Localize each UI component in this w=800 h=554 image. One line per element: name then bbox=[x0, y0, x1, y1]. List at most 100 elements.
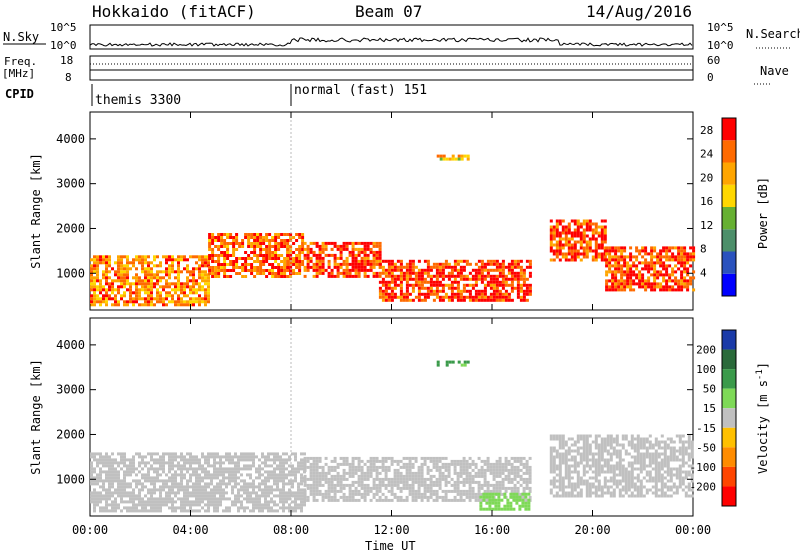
heatmap-cell bbox=[594, 494, 598, 498]
heatmap-cell bbox=[495, 265, 499, 269]
heatmap-cell bbox=[579, 437, 583, 441]
heatmap-cell bbox=[333, 262, 337, 266]
heatmap-cell bbox=[451, 360, 455, 364]
heatmap-cell bbox=[99, 506, 102, 510]
heatmap-cell bbox=[614, 270, 618, 274]
heatmap-cell bbox=[186, 494, 189, 498]
heatmap-cell bbox=[372, 480, 376, 484]
heatmap-cell bbox=[198, 464, 201, 468]
heatmap-cell bbox=[642, 476, 646, 480]
heatmap-cell bbox=[162, 467, 165, 471]
heatmap-cell bbox=[510, 280, 514, 284]
heatmap-cell bbox=[220, 263, 224, 266]
heatmap-cell bbox=[339, 483, 343, 487]
heatmap-cell bbox=[579, 494, 583, 498]
heatmap-cell bbox=[120, 267, 123, 271]
heatmap-cell bbox=[564, 258, 568, 262]
heatmap-cell bbox=[614, 279, 618, 283]
heatmap-cell bbox=[162, 470, 165, 474]
heatmap-cell bbox=[642, 437, 646, 441]
heatmap-cell bbox=[111, 461, 114, 465]
heatmap-cell bbox=[252, 497, 255, 501]
heatmap-cell bbox=[105, 267, 108, 271]
heatmap-cell bbox=[285, 497, 288, 501]
heatmap-cell bbox=[253, 236, 257, 239]
heatmap-cell bbox=[309, 462, 313, 466]
heatmap-cell bbox=[672, 455, 676, 459]
heatmap-cell bbox=[210, 455, 213, 459]
heatmap-cell bbox=[552, 434, 556, 438]
heatmap-cell bbox=[624, 470, 628, 474]
heatmap-cell bbox=[336, 274, 340, 278]
heatmap-cell bbox=[327, 471, 331, 475]
heatmap-cell bbox=[114, 273, 117, 277]
time-x-axis: 00:00 04:00 08:00 12:00 16:00 20:00 00:00 bbox=[72, 112, 711, 537]
heatmap-cell bbox=[378, 465, 382, 469]
heatmap-cell bbox=[198, 273, 201, 277]
heatmap-cell bbox=[414, 456, 418, 460]
heatmap-cell bbox=[396, 295, 400, 299]
heatmap-cell bbox=[288, 488, 291, 492]
heatmap-cell bbox=[561, 243, 565, 247]
heatmap-cell bbox=[348, 465, 352, 469]
heatmap-cell bbox=[600, 458, 604, 462]
heatmap-cell bbox=[375, 256, 379, 260]
heatmap-cell bbox=[162, 458, 165, 462]
heatmap-cell bbox=[279, 461, 282, 465]
heatmap-cell bbox=[192, 467, 195, 471]
heatmap-cell bbox=[265, 239, 269, 242]
heatmap-cell bbox=[459, 468, 463, 472]
heatmap-cell bbox=[411, 471, 415, 475]
heatmap-cell bbox=[488, 498, 492, 502]
heatmap-cell bbox=[198, 297, 201, 301]
heatmap-cell bbox=[552, 231, 556, 235]
heatmap-cell bbox=[423, 277, 427, 281]
heatmap-cell bbox=[306, 268, 310, 272]
heatmap-cell bbox=[171, 288, 174, 292]
heatmap-cell bbox=[474, 465, 478, 469]
heatmap-cell bbox=[483, 480, 487, 484]
heatmap-cell bbox=[93, 303, 96, 307]
heatmap-cell bbox=[654, 476, 658, 480]
heatmap-cell bbox=[132, 261, 135, 265]
heatmap-cell bbox=[638, 270, 642, 274]
heatmap-cell bbox=[327, 265, 331, 269]
heatmap-cell bbox=[621, 488, 625, 492]
heatmap-cell bbox=[222, 497, 225, 501]
heatmap-cell bbox=[411, 271, 415, 275]
heatmap-cell bbox=[354, 247, 358, 251]
heatmap-cell bbox=[159, 291, 162, 295]
heatmap-cell bbox=[342, 483, 346, 487]
heatmap-cell bbox=[129, 282, 132, 286]
heatmap-cell bbox=[228, 458, 231, 462]
heatmap-cell bbox=[438, 465, 442, 469]
heatmap-cell bbox=[432, 489, 436, 493]
heatmap-cell bbox=[120, 258, 123, 262]
heatmap-cell bbox=[123, 291, 126, 295]
heatmap-cell bbox=[639, 488, 643, 492]
heatmap-cell bbox=[153, 258, 156, 262]
heatmap-cell bbox=[246, 482, 249, 486]
heatmap-cell bbox=[108, 491, 111, 495]
heatmap-cell bbox=[495, 277, 499, 281]
heatmap-cell bbox=[445, 363, 449, 367]
heatmap-cell bbox=[336, 483, 340, 487]
heatmap-cell bbox=[204, 494, 207, 498]
heatmap-cell bbox=[618, 482, 622, 486]
heatmap-cell bbox=[198, 300, 201, 304]
heatmap-cell bbox=[460, 157, 464, 161]
heatmap-cell bbox=[234, 485, 237, 489]
heatmap-cell bbox=[168, 488, 171, 492]
heatmap-cell bbox=[402, 477, 406, 481]
heatmap-cell bbox=[567, 231, 571, 235]
heatmap-cell bbox=[468, 298, 472, 302]
heatmap-cell bbox=[680, 276, 684, 280]
heatmap-cell bbox=[615, 440, 619, 444]
heatmap-cell bbox=[123, 255, 126, 259]
heatmap-cell bbox=[165, 494, 168, 498]
heatmap-cell bbox=[150, 464, 153, 468]
heatmap-cell bbox=[408, 489, 412, 493]
heatmap-cell bbox=[573, 440, 577, 444]
heatmap-cell bbox=[459, 268, 463, 272]
heatmap-cell bbox=[174, 303, 177, 307]
